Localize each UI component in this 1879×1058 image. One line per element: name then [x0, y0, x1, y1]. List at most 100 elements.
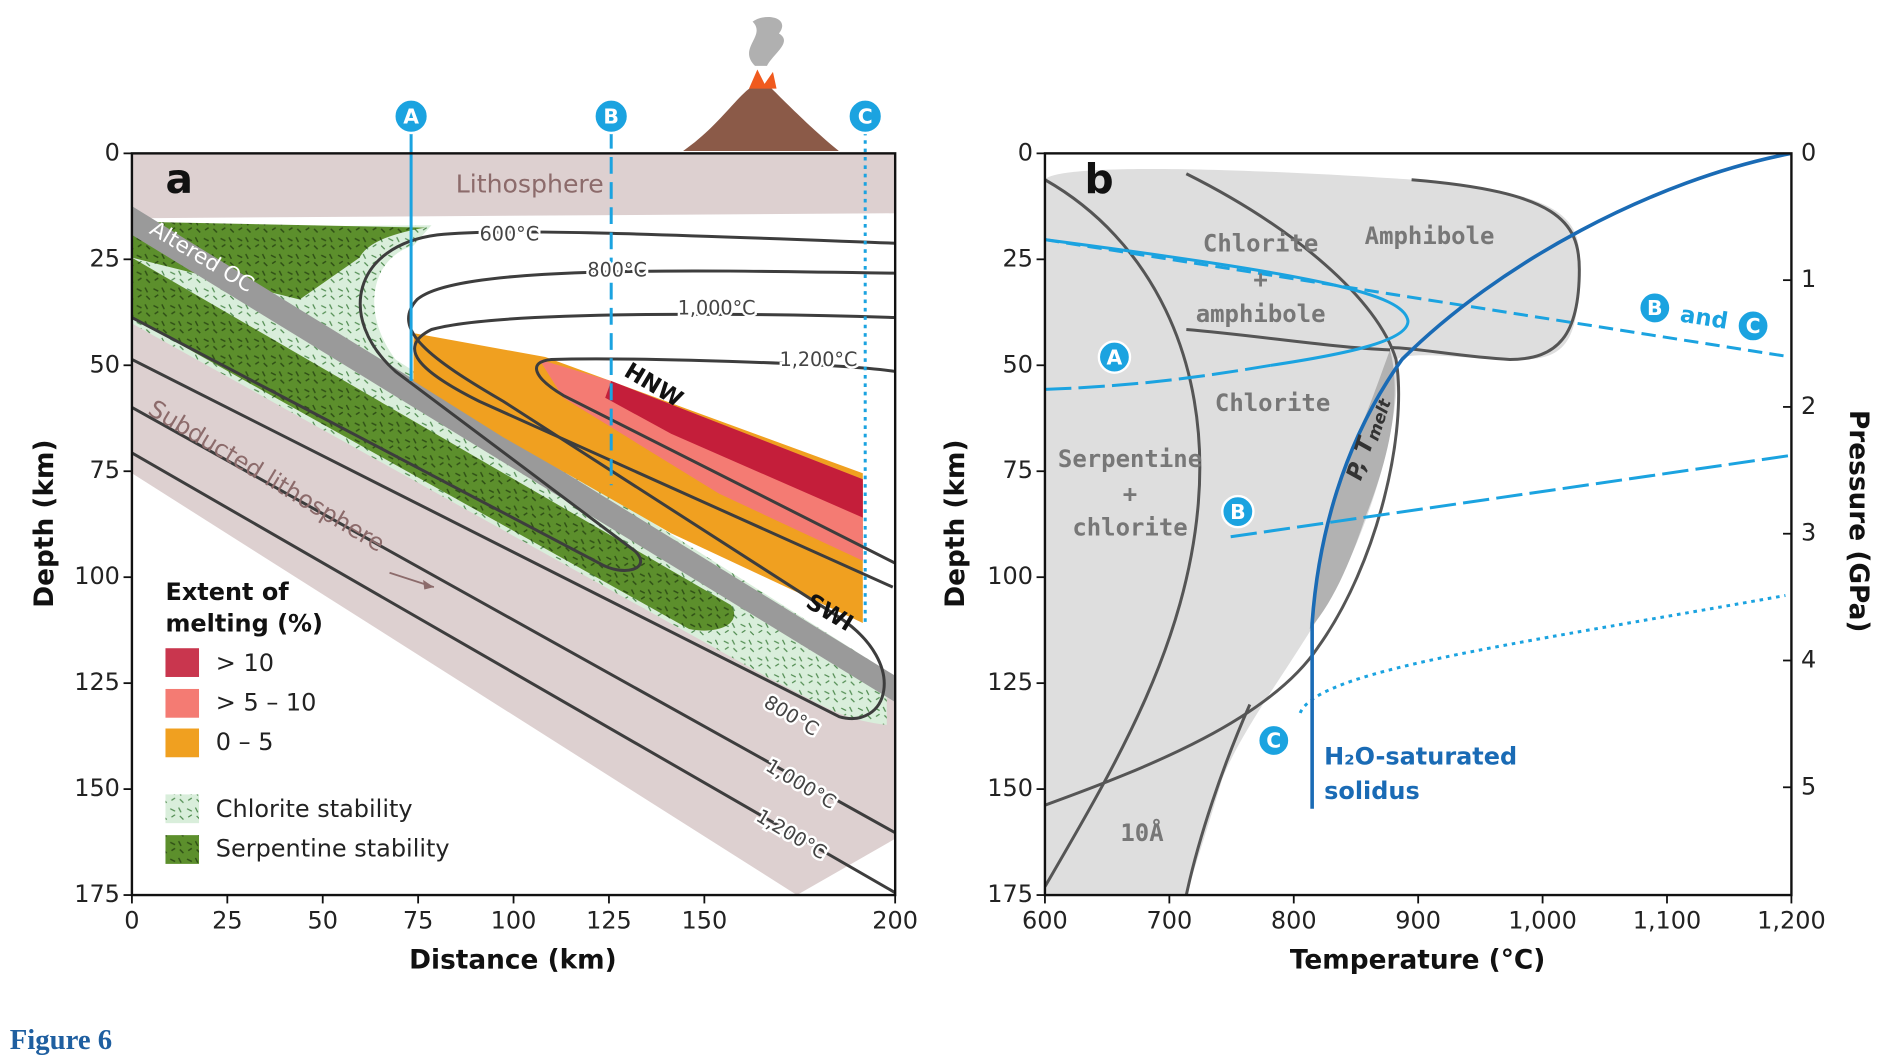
y-tick-label: 25	[89, 244, 119, 272]
stability-field	[1044, 168, 1580, 896]
lithosphere	[131, 153, 896, 219]
isotherm-label: 800°C	[587, 258, 647, 281]
legend-swatch	[165, 688, 200, 718]
x-tick-label: 1,200	[1757, 906, 1826, 934]
legend-title: melting (%)	[165, 609, 323, 637]
panel-a: A B C a Lithosphere Altered OC Subducted…	[30, 16, 897, 975]
serpentine-wedge	[131, 221, 426, 300]
y2-tick-label: 3	[1801, 519, 1816, 547]
y-tick-label: 100	[987, 562, 1033, 590]
path-label: C	[1266, 729, 1281, 753]
y2-tick-label: 5	[1801, 772, 1816, 800]
profile-label: C	[858, 104, 873, 128]
field-label: Chlorite	[1215, 389, 1330, 417]
profile-marker	[847, 98, 884, 135]
path-a-upper	[1044, 238, 1410, 367]
melt-10	[605, 381, 863, 518]
amphibole-boundary	[1390, 178, 1581, 361]
serpentine-boundary	[1044, 178, 1202, 888]
y-tick-label: 175	[987, 880, 1033, 908]
x-tick-label: 700	[1146, 906, 1192, 934]
h2o-solidus	[1310, 153, 1792, 809]
legend-label: > 5 – 10	[216, 688, 317, 716]
legend-label: 0 – 5	[216, 728, 274, 756]
plume	[749, 16, 784, 66]
path-b-c	[1044, 238, 1792, 359]
profile-label: A	[403, 104, 419, 128]
solidus-label: solidus	[1324, 777, 1420, 805]
legend-label: Serpentine stability	[216, 835, 450, 863]
melt-5-10	[539, 359, 863, 561]
isotherm-1000	[131, 312, 896, 835]
path-marker	[1257, 723, 1291, 758]
melt-0-5	[413, 333, 863, 624]
panel-b: b Chlorite + amphibole Amphibole Chlorit…	[941, 152, 1873, 975]
profile-marker	[593, 98, 630, 135]
path-label: B	[1230, 500, 1246, 524]
y-tick-label: 150	[74, 774, 120, 802]
x-tick-label: 50	[307, 906, 337, 934]
x-tick-label: 1,000	[1508, 906, 1577, 934]
chlorite-boundary	[1044, 172, 1401, 807]
legend-swatch	[165, 728, 200, 758]
lava	[748, 69, 777, 89]
x-tick-label: 600	[1022, 906, 1068, 934]
y-tick-label: 50	[89, 350, 119, 378]
y-tick-label: 0	[105, 138, 120, 166]
y-tick-label: 0	[1018, 138, 1033, 166]
path-label: B	[1647, 296, 1663, 320]
field-label: Amphibole	[1365, 222, 1495, 250]
solidus-label: H₂O-saturated	[1324, 742, 1517, 770]
x-tick-label: 75	[403, 906, 433, 934]
y-tick-label: 50	[1002, 350, 1032, 378]
x-tick-label: 125	[586, 906, 632, 934]
x-tick-label: 25	[212, 906, 242, 934]
legend-title: Extent of	[165, 578, 289, 606]
field-label: Chlorite	[1203, 229, 1318, 257]
y-tick-label: 175	[74, 880, 120, 908]
y-axis-title: Depth (km)	[30, 439, 60, 607]
path-marker	[1221, 494, 1255, 529]
x-axis-title: Distance (km)	[409, 945, 617, 975]
path-marker	[1097, 340, 1132, 374]
path-c	[1298, 594, 1786, 714]
field-label: +	[1253, 265, 1267, 293]
y-tick-label: 150	[987, 774, 1033, 802]
field-label: Serpentine	[1058, 445, 1202, 473]
y2-tick-label: 2	[1801, 392, 1816, 420]
legend-label: > 10	[216, 649, 274, 677]
melt-field	[1309, 349, 1395, 630]
panel-b-fields	[1044, 153, 1792, 896]
path-label: C	[1746, 314, 1761, 338]
field-label: 10Å	[1120, 818, 1164, 847]
y-tick-label: 125	[74, 668, 120, 696]
profile-marker	[393, 98, 430, 135]
isotherm-800	[131, 269, 896, 720]
path-label: and	[1678, 302, 1729, 335]
x-tick-label: 1,100	[1633, 906, 1702, 934]
path-b	[1230, 453, 1792, 539]
volcano	[683, 86, 839, 151]
ten-a-boundary	[1184, 703, 1252, 896]
panel-a-regions	[131, 153, 896, 896]
x-tick-label: 900	[1395, 906, 1441, 934]
y-tick-label: 75	[1002, 456, 1032, 484]
x-tick-label: 200	[872, 906, 918, 934]
x-tick-label: 800	[1271, 906, 1317, 934]
isotherm-label: 1,200°C	[780, 348, 858, 371]
serpentine-slab	[131, 257, 735, 631]
x-tick-label: 100	[491, 906, 537, 934]
arrow-head	[423, 579, 434, 590]
isotherm-600	[131, 230, 896, 572]
legend-swatch	[165, 648, 200, 677]
isotherm-1200	[131, 357, 896, 894]
y-tick-label: 125	[987, 668, 1033, 696]
path-a-lower	[1044, 363, 1271, 391]
field-label: amphibole	[1196, 300, 1326, 328]
x-tick-label: 0	[124, 906, 139, 934]
panel-letter: a	[165, 155, 192, 203]
path-marker	[1638, 291, 1672, 325]
y-axis-title: Depth (km)	[941, 439, 971, 607]
y-tick-label: 100	[74, 562, 120, 590]
x-axis-title: Temperature (°C)	[1290, 945, 1545, 975]
